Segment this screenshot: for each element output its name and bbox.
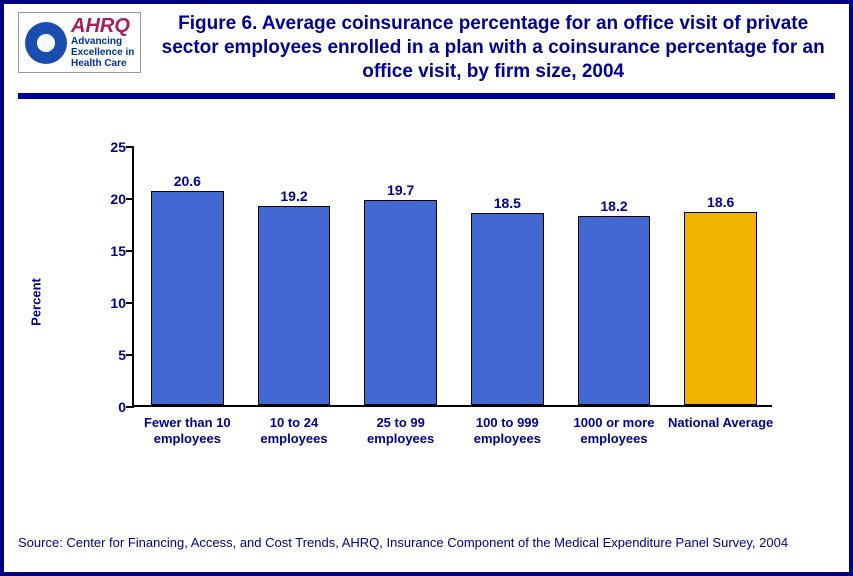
bar-value-label: 20.6 [174,173,201,189]
bar-value-label: 18.6 [707,194,734,210]
ahrq-text-block: AHRQ Advancing Excellence in Health Care [71,16,134,69]
y-tick-label: 20 [86,191,126,207]
ahrq-tagline-2: Excellence in [71,47,134,58]
y-tick-label: 5 [86,347,126,363]
x-tick-label: Fewer than 10 employees [132,415,242,446]
y-tick-label: 15 [86,243,126,259]
x-tick-label: National Average [666,415,776,431]
x-tick-label: 100 to 999 employees [452,415,562,446]
bar-value-label: 19.2 [280,188,307,204]
bar [151,191,224,405]
x-tick-label: 25 to 99 employees [346,415,456,446]
x-tick-label: 10 to 24 employees [239,415,349,446]
source-note: Source: Center for Financing, Access, an… [18,535,788,550]
y-tick-label: 25 [86,139,126,155]
bar [684,212,757,405]
header-divider [18,93,835,99]
bar [471,213,544,405]
bar-value-label: 18.2 [600,198,627,214]
y-tick-label: 10 [86,295,126,311]
ahrq-tagline-3: Health Care [71,58,134,69]
hhs-seal-icon: HHS [25,22,67,64]
bar [578,216,651,405]
y-axis-label: Percent [29,278,44,326]
y-tick-label: 0 [86,399,126,415]
y-tick [126,302,134,304]
x-tick-label: 1000 or more employees [559,415,669,446]
y-tick [126,354,134,356]
bar [258,206,331,406]
bar-value-label: 19.7 [387,182,414,198]
hhs-seal-text: HHS [39,39,54,46]
figure-title: Figure 6. Average coinsurance percentage… [151,12,835,83]
y-tick [126,198,134,200]
plot-area: 051015202520.6Fewer than 10 employees19.… [132,147,772,407]
agency-logo-block: HHS AHRQ Advancing Excellence in Health … [18,12,141,73]
ahrq-name: AHRQ [71,16,134,36]
bar-chart: Percent 051015202520.6Fewer than 10 empl… [98,147,778,457]
figure-frame: HHS AHRQ Advancing Excellence in Health … [0,0,853,576]
ahrq-tagline-1: Advancing [71,36,134,47]
header-row: HHS AHRQ Advancing Excellence in Health … [18,12,835,83]
y-tick [126,146,134,148]
bar [364,200,437,405]
y-tick [126,250,134,252]
bar-value-label: 18.5 [494,195,521,211]
y-tick [126,406,134,408]
